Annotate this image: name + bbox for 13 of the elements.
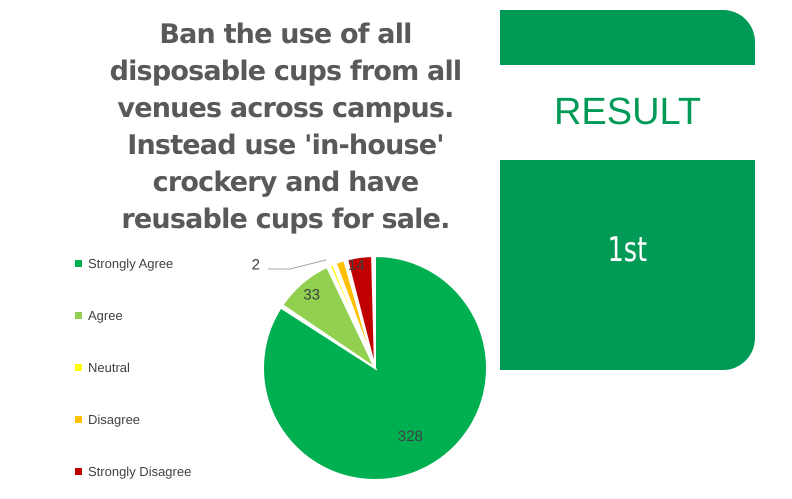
legend-label: Neutral xyxy=(88,360,130,374)
text: RESULT xyxy=(552,90,702,135)
data-label: 2 xyxy=(252,256,260,274)
legend-label: Strongly Agree xyxy=(88,256,174,270)
text: 1st xyxy=(608,230,648,270)
legend-label: Strongly Disagree xyxy=(88,464,192,478)
data-label: 328 xyxy=(398,428,423,446)
pie-slice xyxy=(262,255,488,481)
data-label: 14 xyxy=(348,256,365,274)
legend-label: Agree xyxy=(88,308,123,322)
legend-label: Disagree xyxy=(88,412,140,426)
chart-title: Ban the use of all disposable cups from all venues across campus. Instead use 'in-house' crockery and have reusable cups for sale. xyxy=(108,18,462,237)
data-label: 33 xyxy=(303,286,320,304)
